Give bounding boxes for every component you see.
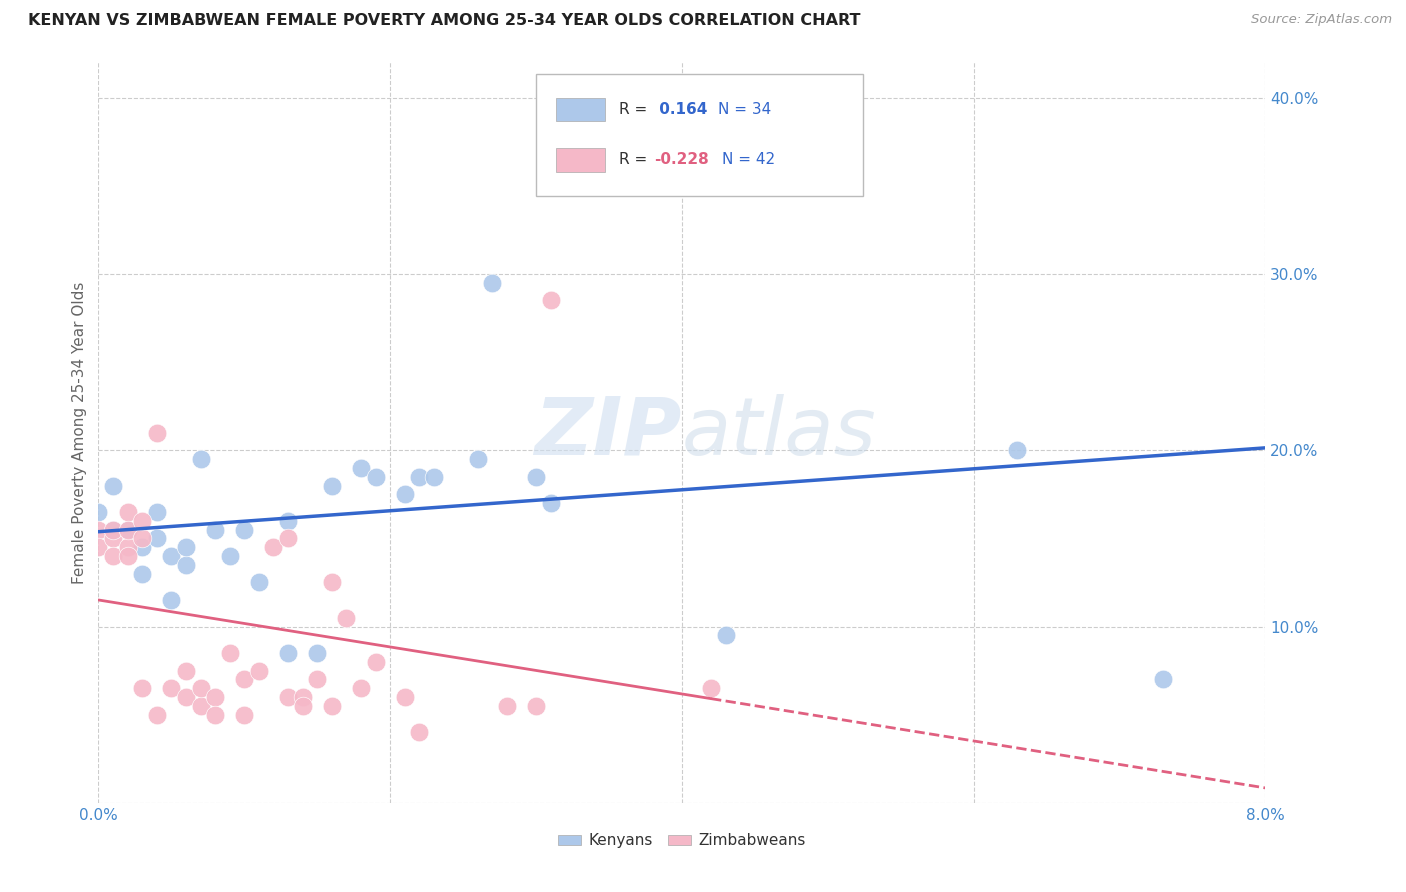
Point [146,532,169,546]
Point [277,646,299,660]
Point [394,487,416,501]
Text: KENYAN VS ZIMBABWEAN FEMALE POVERTY AMONG 25-34 YEAR OLDS CORRELATION CHART: KENYAN VS ZIMBABWEAN FEMALE POVERTY AMON… [28,13,860,29]
Legend: Kenyans, Zimbabweans: Kenyans, Zimbabweans [551,827,813,855]
Point [233,673,256,687]
Y-axis label: Female Poverty Among 25-34 Year Olds: Female Poverty Among 25-34 Year Olds [72,282,87,583]
Point [524,698,547,713]
Point [335,610,357,624]
Point [481,276,503,290]
Point [540,293,562,308]
Point [540,496,562,510]
Point [146,707,169,722]
Point [350,681,373,696]
Point [1152,673,1174,687]
Text: N = 42: N = 42 [721,153,775,168]
Point [101,478,124,492]
Point [408,725,430,739]
Point [700,681,723,696]
Text: Source: ZipAtlas.com: Source: ZipAtlas.com [1251,13,1392,27]
Point [364,655,387,669]
Point [1007,443,1029,458]
Point [277,532,299,546]
Point [247,664,270,678]
Point [307,673,329,687]
Point [277,690,299,704]
Point [233,523,256,537]
Point [101,549,124,563]
Point [408,469,430,483]
Point [131,514,153,528]
Text: R =: R = [619,102,652,117]
Point [146,425,169,440]
Point [146,505,169,519]
Point [131,540,153,554]
FancyBboxPatch shape [555,97,605,121]
Point [714,628,737,642]
Point [101,523,124,537]
Point [160,593,183,607]
Point [131,681,153,696]
Point [524,469,547,483]
Point [233,707,256,722]
Point [117,505,139,519]
Point [174,664,197,678]
Point [131,566,153,581]
Point [204,707,226,722]
Point [117,540,139,554]
Point [204,690,226,704]
Point [87,540,110,554]
Point [160,681,183,696]
Point [174,690,197,704]
Point [730,117,752,131]
FancyBboxPatch shape [555,148,605,172]
Text: R =: R = [619,153,652,168]
Point [291,690,314,704]
Point [321,478,343,492]
Point [174,558,197,572]
Point [160,549,183,563]
Text: 0.164: 0.164 [654,102,707,117]
Point [101,523,124,537]
Point [277,514,299,528]
Text: -0.228: -0.228 [654,153,709,168]
Point [307,646,329,660]
Point [117,523,139,537]
Point [247,575,270,590]
Point [131,532,153,546]
Point [218,549,240,563]
Point [350,461,373,475]
Point [174,540,197,554]
Point [291,698,314,713]
Text: N = 34: N = 34 [718,102,772,117]
Point [321,698,343,713]
Point [190,681,212,696]
Text: atlas: atlas [682,393,877,472]
Point [190,698,212,713]
Point [321,575,343,590]
Point [87,523,110,537]
Point [496,698,519,713]
FancyBboxPatch shape [536,73,863,195]
Point [394,690,416,704]
Point [87,505,110,519]
Point [467,452,489,467]
Point [423,469,446,483]
Point [218,646,240,660]
Point [117,523,139,537]
Point [204,523,226,537]
Point [364,469,387,483]
Point [190,452,212,467]
Text: ZIP: ZIP [534,393,682,472]
Point [262,540,284,554]
Point [117,549,139,563]
Point [101,532,124,546]
